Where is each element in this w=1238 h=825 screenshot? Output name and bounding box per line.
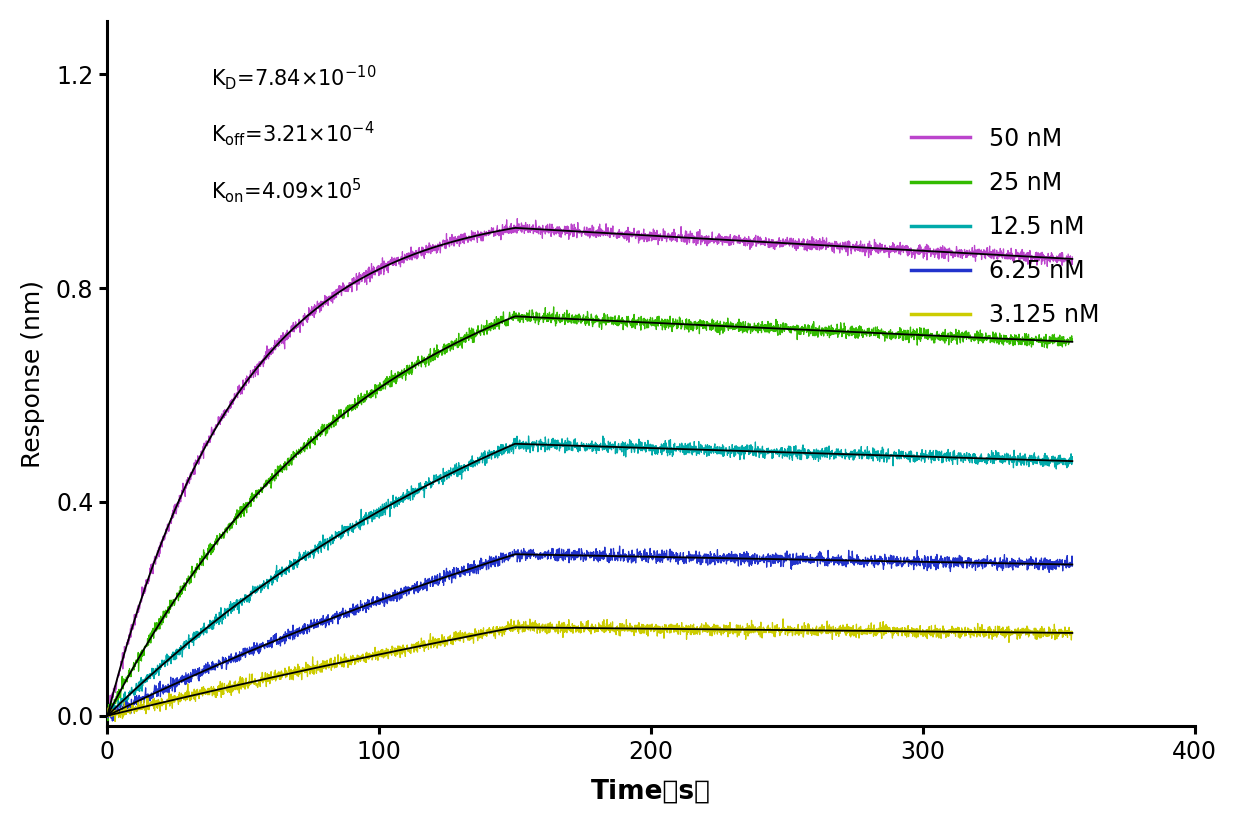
Text: K$_\mathregular{off}$=3.21×10$^{-4}$: K$_\mathregular{off}$=3.21×10$^{-4}$ [210, 120, 374, 148]
X-axis label: Time（s）: Time（s） [591, 778, 711, 804]
Legend: 50 nM, 25 nM, 12.5 nM, 6.25 nM, 3.125 nM: 50 nM, 25 nM, 12.5 nM, 6.25 nM, 3.125 nM [903, 117, 1109, 337]
Y-axis label: Response (nm): Response (nm) [21, 280, 45, 468]
Text: K$_\mathregular{on}$=4.09×10$^5$: K$_\mathregular{on}$=4.09×10$^5$ [210, 176, 361, 205]
Text: K$_\mathregular{D}$=7.84×10$^{-10}$: K$_\mathregular{D}$=7.84×10$^{-10}$ [210, 64, 376, 92]
